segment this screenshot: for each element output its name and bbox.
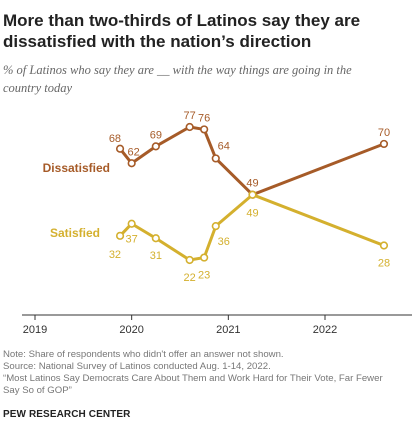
dissatisfied-value-label-3: 77 — [184, 110, 196, 122]
satisfied-value-label-6: 49 — [246, 208, 258, 220]
satisfied-point-5 — [211, 222, 220, 231]
report-title-line2: Say So of GOP” — [3, 385, 72, 396]
note-text: Note: Share of respondents who didn't of… — [3, 349, 284, 360]
dissatisfied-value-label-5: 64 — [218, 140, 230, 152]
dissatisfied-value-label-0: 68 — [109, 133, 121, 145]
satisfied-value-label-1: 37 — [126, 234, 138, 246]
x-tick-label-2019: 2019 — [23, 324, 47, 336]
chart-title: More than two-thirds of Latinos say they… — [3, 10, 413, 52]
line-chart: 2019 2020 2021 2022 68 62 69 77 76 64 49 70 Dissatis… — [22, 110, 412, 336]
x-tick-label-2020: 2020 — [119, 324, 143, 336]
report-title-line1: “Most Latinos Say Democrats Care About T… — [3, 373, 383, 384]
satisfied-point-2 — [151, 234, 160, 243]
dissatisfied-series-line — [118, 125, 386, 197]
dissatisfied-point-0 — [115, 144, 125, 153]
dissatisfied-value-label-2: 69 — [150, 129, 162, 141]
satisfied-value-label-7: 28 — [378, 257, 390, 269]
dissatisfied-point-3 — [185, 122, 194, 132]
dissatisfied-point-4 — [200, 125, 209, 134]
satisfied-point-4 — [200, 253, 209, 262]
chart-subtitle: % of Latinos who say they are __ with th… — [3, 61, 413, 97]
x-tick-label-2021: 2021 — [216, 324, 240, 336]
chart-subtitle-line2: country today — [3, 81, 73, 95]
dissatisfied-value-label-4: 76 — [198, 112, 210, 124]
satisfied-value-label-4: 23 — [198, 270, 210, 282]
source-text: Source: National Survey of Latinos condu… — [3, 361, 271, 372]
organization-logo-text: PEW RESEARCH CENTER — [3, 409, 131, 420]
satisfied-value-label-0: 32 — [109, 249, 121, 261]
chart-notes: Note: Share of respondents who didn't of… — [3, 349, 415, 397]
dissatisfied-point-7 — [379, 139, 389, 149]
satisfied-point-1 — [127, 219, 136, 228]
satisfied-value-label-2: 31 — [150, 250, 162, 262]
satisfied-point-6 — [248, 190, 257, 199]
chart-title-line1: More than two-thirds of Latinos say they… — [3, 11, 361, 30]
satisfied-point-0 — [115, 231, 125, 240]
dissatisfied-point-1 — [127, 159, 136, 168]
chart-title-line2: dissatisfied with the nation’s direction — [3, 32, 312, 51]
satisfied-value-label-3: 22 — [184, 272, 196, 284]
satisfied-value-label-5: 36 — [218, 236, 230, 248]
dissatisfied-value-label-6: 49 — [246, 178, 258, 190]
satisfied-series-line — [118, 193, 386, 262]
dissatisfied-value-label-1: 62 — [128, 146, 140, 158]
dissatisfied-series-label: Dissatisfied — [43, 161, 110, 175]
dissatisfied-value-label-7: 70 — [378, 127, 390, 139]
x-tick-label-2022: 2022 — [313, 324, 337, 336]
dissatisfied-point-2 — [151, 142, 160, 151]
satisfied-point-7 — [379, 241, 389, 250]
satisfied-series-label: Satisfied — [50, 226, 100, 240]
satisfied-point-3 — [185, 255, 194, 265]
dissatisfied-point-5 — [211, 154, 220, 163]
chart-subtitle-line1: % of Latinos who say they are __ with th… — [3, 63, 352, 77]
